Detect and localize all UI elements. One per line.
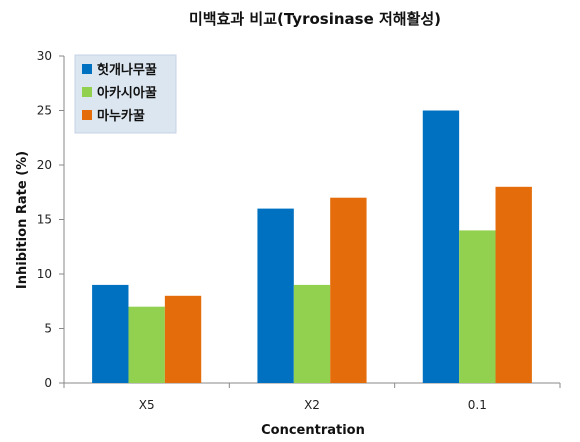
legend-swatch: [82, 64, 92, 74]
bar-0-1: [257, 208, 294, 383]
y-tick-label: 5: [44, 322, 52, 336]
legend-label: 헛개나무꿀: [97, 62, 157, 78]
legend-swatch: [82, 87, 92, 97]
x-axis-title: Concentration: [261, 423, 365, 438]
y-tick-label: 10: [37, 267, 52, 281]
x-tick-label: 0.1: [468, 398, 487, 412]
bar-1-0: [128, 306, 165, 383]
y-tick-label: 20: [37, 158, 52, 172]
y-tick-label: 25: [37, 104, 52, 118]
y-tick-label: 0: [44, 376, 52, 390]
x-axis-ticks: X5 X2 0.1: [63, 383, 561, 412]
bars-group: [92, 110, 532, 383]
bar-0-2: [422, 110, 460, 383]
bar-2-0: [164, 295, 202, 383]
plot-area: 0 5 10 15 20 25 30 X5 X2 0.1: [37, 49, 561, 412]
y-axis-title: Inhibition Rate (%): [15, 151, 30, 289]
legend-label: 마누카꿀: [97, 108, 145, 124]
x-tick-label: X2: [304, 398, 320, 412]
y-axis-ticks: 0 5 10 15 20 25 30: [37, 49, 64, 390]
bar-2-2: [495, 186, 532, 383]
x-tick-label: X5: [139, 398, 155, 412]
legend-swatch: [82, 110, 92, 120]
bar-1-1: [293, 284, 331, 383]
bar-0-0: [92, 284, 129, 383]
bar-2-1: [330, 197, 367, 383]
chart-title: 미백효과 비교(Tyrosinase 저해활성): [189, 10, 441, 28]
bar-1-2: [459, 230, 496, 383]
y-tick-label: 15: [37, 213, 52, 227]
legend-label: 아카시아꿀: [97, 85, 157, 101]
y-tick-label: 30: [37, 49, 52, 63]
